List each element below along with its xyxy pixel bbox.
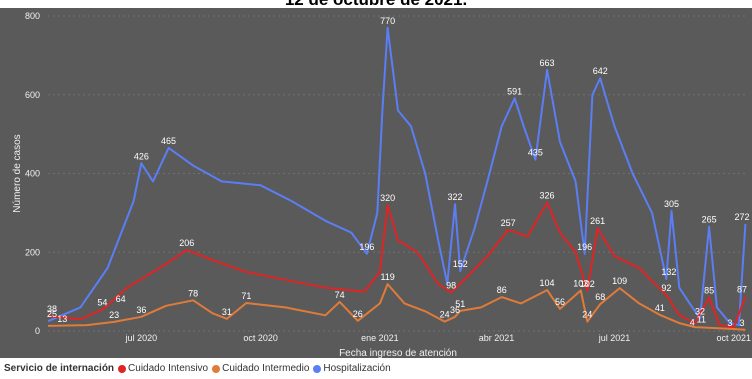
chart-title-text: 12 de octubre de 2021. <box>0 0 752 8</box>
data-label: 23 <box>109 310 119 320</box>
data-label: 103 <box>573 278 588 288</box>
data-label: 13 <box>57 314 67 324</box>
data-label: 104 <box>540 278 555 288</box>
data-label: 24 <box>440 310 450 320</box>
y-gridlines <box>48 15 748 332</box>
series-lines <box>47 26 747 331</box>
x-tick-label: abr 2021 <box>479 333 515 343</box>
y-tick-label: 400 <box>25 169 40 179</box>
x-tick-label: jul 2021 <box>598 333 631 343</box>
legend-item-hospitalizacion[interactable]: Hospitalización <box>313 363 391 374</box>
data-label: 591 <box>507 86 522 96</box>
series-line <box>47 283 746 331</box>
data-label: 102 <box>580 279 595 289</box>
data-label: 196 <box>577 242 592 252</box>
data-label: 663 <box>540 58 555 68</box>
data-label: 642 <box>593 66 608 76</box>
data-label: 322 <box>448 192 463 202</box>
x-tick-label: ene 2021 <box>361 333 399 343</box>
legend-item-cuidado-intensivo[interactable]: Cuidado Intensivo <box>118 363 208 374</box>
data-label: 11 <box>697 315 706 325</box>
x-axis-label: Fecha ingreso de atención <box>339 348 457 358</box>
data-label: 85 <box>704 286 714 296</box>
legend-label: Cuidado Intermedio <box>222 363 310 374</box>
line-chart: 0 200 400 600 800 jul 2020 oct 2020 ene 2021 ab… <box>12 11 751 359</box>
y-tick-label: 800 <box>25 11 40 21</box>
x-tick-labels: jul 2020 oct 2020 ene 2021 abr 2021 jul 2021… <box>125 333 751 343</box>
x-tick-label: jul 2020 <box>125 333 158 343</box>
legend-label: Cuidado Intensivo <box>128 363 209 374</box>
data-label: 36 <box>136 305 146 315</box>
data-label: 74 <box>335 290 345 300</box>
data-label: 87 <box>737 285 747 295</box>
legend: Servicio de internación Cuidado Intensiv… <box>0 358 752 379</box>
data-label: 152 <box>453 259 468 269</box>
data-label: 68 <box>595 292 605 302</box>
data-label: 64 <box>116 294 126 304</box>
x-tick-label: oct 2021 <box>716 333 751 343</box>
series-line <box>47 26 747 327</box>
data-label: 54 <box>97 298 107 308</box>
data-label: 92 <box>661 283 671 293</box>
data-label: 41 <box>655 303 665 313</box>
data-label: 206 <box>179 238 194 248</box>
data-label: 272 <box>734 212 749 222</box>
data-label: 36 <box>450 305 460 315</box>
data-label: 86 <box>497 285 507 295</box>
data-label: 4 <box>690 317 695 327</box>
data-label: 109 <box>612 276 627 286</box>
chart-title: 12 de octubre de 2021. <box>0 0 752 8</box>
data-label: 26 <box>353 309 363 319</box>
data-label: 320 <box>380 193 395 203</box>
legend-dot-icon <box>118 364 127 373</box>
legend-dot-icon <box>313 364 322 373</box>
data-label: 71 <box>241 291 251 301</box>
data-label: 25 <box>47 309 57 319</box>
data-label: 31 <box>222 307 232 317</box>
data-label: 38 <box>47 304 57 314</box>
x-tick-label: oct 2020 <box>243 333 278 343</box>
data-label: 132 <box>661 267 676 277</box>
series-line <box>47 201 747 329</box>
legend-label: Hospitalización <box>323 363 391 374</box>
data-label: 78 <box>188 288 198 298</box>
data-label: 56 <box>555 297 565 307</box>
y-tick-label: 200 <box>25 247 40 257</box>
data-label: 305 <box>664 199 679 209</box>
data-label: 51 <box>455 299 465 309</box>
legend-title: Servicio de internación <box>4 363 115 374</box>
legend-item-cuidado-intermedio[interactable]: Cuidado Intermedio <box>212 363 309 374</box>
legend-dot-icon <box>212 364 221 373</box>
data-label: 32 <box>695 306 705 316</box>
data-label: 770 <box>380 16 395 26</box>
y-tick-labels: 0 200 400 600 800 <box>25 11 40 336</box>
data-label: 426 <box>134 151 149 161</box>
y-tick-label: 600 <box>25 90 40 100</box>
chart-area: 0 200 400 600 800 jul 2020 oct 2020 ene 2021 ab… <box>0 8 752 359</box>
data-label: 3 <box>739 318 744 328</box>
data-label: 196 <box>359 242 374 252</box>
data-label: 265 <box>702 215 717 225</box>
data-label: 98 <box>446 280 456 290</box>
data-label: 3 <box>727 318 732 328</box>
data-label: 326 <box>540 191 555 201</box>
data-label: 465 <box>161 136 176 146</box>
y-axis-label: Número de casos <box>12 134 23 212</box>
data-label: 435 <box>528 148 543 158</box>
y-tick-label: 0 <box>35 326 40 336</box>
data-label: 257 <box>501 218 516 228</box>
data-label: 119 <box>380 272 394 282</box>
data-label: 261 <box>590 216 605 226</box>
data-label: 24 <box>582 310 592 320</box>
